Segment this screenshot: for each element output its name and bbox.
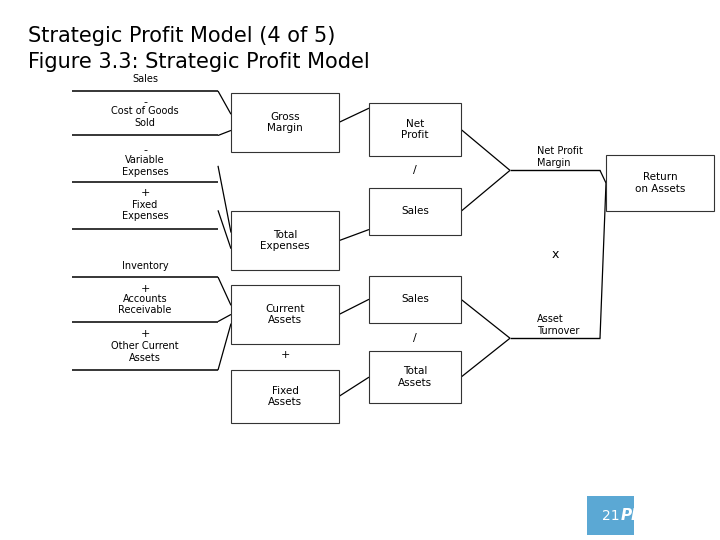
Bar bbox=[231, 285, 339, 344]
Text: -: - bbox=[143, 145, 147, 154]
Text: +: + bbox=[280, 350, 289, 360]
Bar bbox=[606, 155, 714, 211]
Text: /: / bbox=[413, 333, 417, 343]
Bar bbox=[369, 103, 461, 156]
Bar bbox=[587, 496, 634, 535]
Text: Figure 3.3: Strategic Profit Model: Figure 3.3: Strategic Profit Model bbox=[28, 51, 370, 72]
Text: Net
Profit: Net Profit bbox=[401, 119, 428, 140]
Bar bbox=[231, 370, 339, 423]
Text: Total
Expenses: Total Expenses bbox=[260, 230, 310, 252]
Text: Copyright © 2015, 2012, 2009 Pearson Education, Inc. All Rights Reserved: Copyright © 2015, 2012, 2009 Pearson Edu… bbox=[14, 511, 404, 521]
Text: Strategic Profit Model (4 of 5): Strategic Profit Model (4 of 5) bbox=[28, 26, 336, 46]
Text: Return
on Assets: Return on Assets bbox=[635, 172, 685, 194]
Bar bbox=[369, 276, 461, 322]
Text: Total
Assets: Total Assets bbox=[398, 366, 432, 388]
Text: Variable
Expenses: Variable Expenses bbox=[122, 155, 168, 177]
Text: +: + bbox=[140, 188, 150, 198]
Text: Sales: Sales bbox=[401, 294, 429, 304]
Bar bbox=[369, 188, 461, 234]
Text: Inventory: Inventory bbox=[122, 261, 168, 271]
Text: Net Profit
Margin: Net Profit Margin bbox=[537, 146, 583, 168]
Bar bbox=[369, 351, 461, 403]
Text: Sales: Sales bbox=[401, 206, 429, 217]
Text: /: / bbox=[413, 165, 417, 176]
Bar bbox=[231, 93, 339, 152]
Text: 21: 21 bbox=[602, 509, 619, 523]
Text: PEARSON: PEARSON bbox=[620, 508, 702, 523]
Text: Other Current
Assets: Other Current Assets bbox=[111, 341, 179, 363]
Text: Fixed
Expenses: Fixed Expenses bbox=[122, 199, 168, 221]
Text: Cost of Goods
Sold: Cost of Goods Sold bbox=[111, 106, 179, 128]
Text: Current
Assets: Current Assets bbox=[265, 303, 305, 325]
Bar bbox=[231, 211, 339, 270]
Text: Accounts
Receivable: Accounts Receivable bbox=[118, 294, 171, 315]
Text: x: x bbox=[552, 248, 559, 261]
Text: Asset
Turnover: Asset Turnover bbox=[537, 314, 580, 336]
Text: Fixed
Assets: Fixed Assets bbox=[268, 386, 302, 407]
Text: +: + bbox=[140, 284, 150, 294]
Text: -: - bbox=[143, 97, 147, 107]
Text: Gross
Margin: Gross Margin bbox=[267, 112, 303, 133]
Text: Sales: Sales bbox=[132, 74, 158, 84]
Text: +: + bbox=[140, 329, 150, 339]
